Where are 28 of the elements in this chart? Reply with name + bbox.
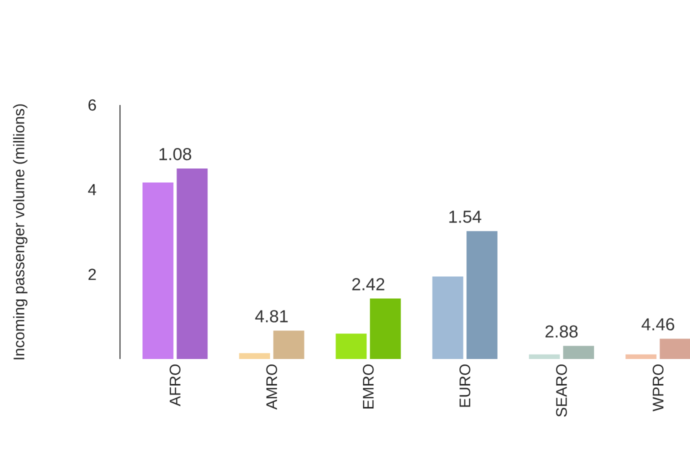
- bar: [626, 354, 656, 359]
- annotation: 2.42: [352, 278, 384, 290]
- annotation: 2.88: [546, 325, 578, 338]
- bar: [273, 330, 304, 359]
- bar: [336, 334, 367, 359]
- bar: [142, 182, 174, 359]
- y-axis-title: Incoming passenger volume (millions): [13, 104, 28, 360]
- bar: [239, 353, 270, 359]
- bar: [660, 338, 690, 359]
- x-tick-label: AMRO: [266, 364, 278, 410]
- bar: [466, 231, 498, 359]
- bar: [432, 276, 464, 359]
- y-tick-label: 4: [88, 184, 96, 196]
- annotation: 4.81: [255, 310, 288, 322]
- y-tick-label: 6: [88, 99, 96, 111]
- x-tick-label: WPRO: [652, 364, 664, 412]
- x-tick-label: AFRO: [170, 364, 180, 406]
- bar: [370, 298, 401, 359]
- annotation: 1.54: [449, 210, 482, 223]
- annotation: 4.46: [642, 318, 674, 330]
- x-tick-label: EMRO: [362, 364, 374, 408]
- x-tick-label: EURO: [459, 364, 470, 407]
- x-tick-label: SEARO: [556, 364, 567, 417]
- annotation: 1.08: [160, 148, 192, 160]
- bar: [176, 168, 208, 359]
- y-tick-label: 2: [88, 268, 96, 280]
- bar: [528, 354, 560, 359]
- bar: [563, 346, 594, 359]
